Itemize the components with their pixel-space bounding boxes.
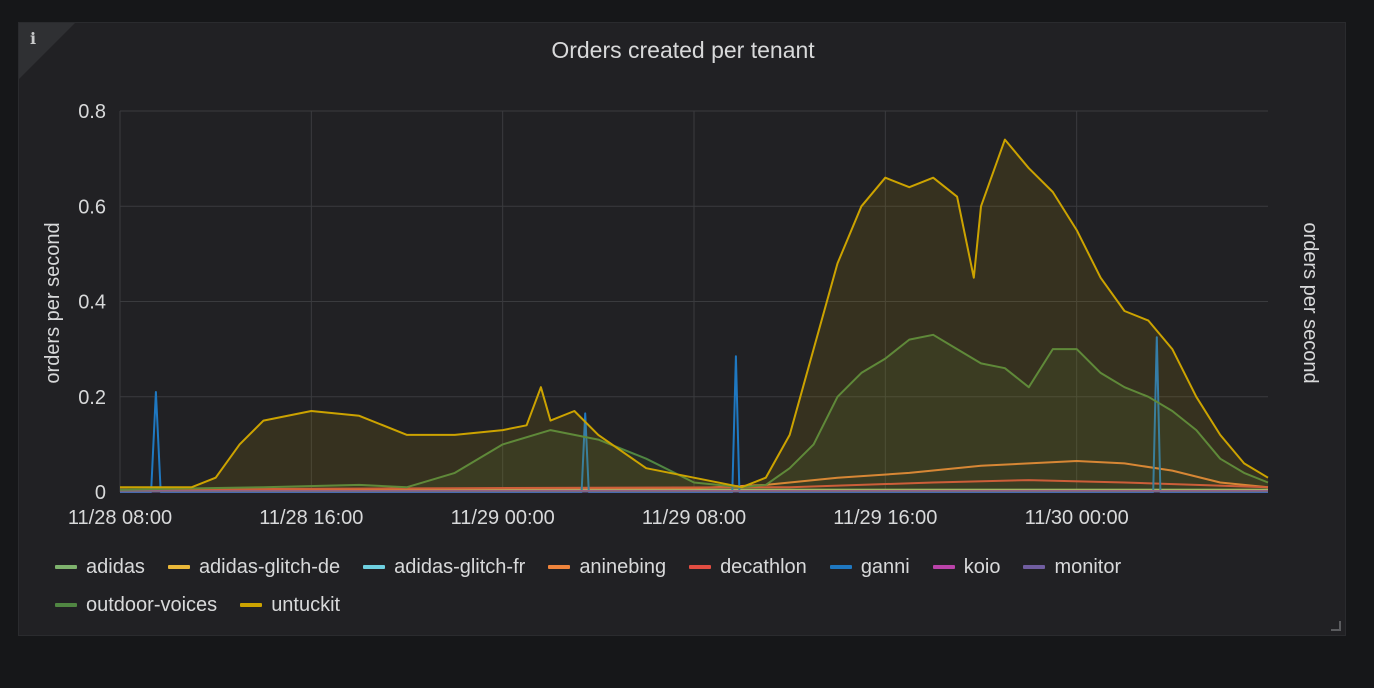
y-tick-label: 0.4 [78,292,106,314]
y-axis-label: orders per second [42,222,64,383]
legend-item-adidas-glitch-fr[interactable]: adidas-glitch-fr [363,553,525,581]
legend-label: adidas-glitch-de [198,555,341,578]
legend-label: monitor [1054,555,1122,578]
info-icon[interactable]: i [30,29,37,48]
series-line-untuckit[interactable] [120,138,1269,489]
y-axis-label-right: orders per second [1299,222,1321,383]
x-tick-label: 11/28 08:00 [68,507,172,529]
legend-swatch [548,565,571,569]
legend-label: untuckit [271,593,341,616]
chart-grid [119,110,1268,493]
legend-swatch [689,565,712,569]
legend-label: adidas [86,555,145,578]
legend-swatch [932,565,955,569]
legend-item-ganni[interactable]: ganni [829,553,910,581]
panel-title[interactable]: Orders created per tenant [551,37,815,63]
y-tick-label: 0.6 [78,196,106,218]
legend-item-adidas[interactable]: adidas [55,553,145,581]
x-tick-label: 11/29 00:00 [451,507,555,529]
chart-series [119,138,1269,493]
y-tick-label: 0.2 [78,387,106,409]
legend-item-adidas-glitch-de[interactable]: adidas-glitch-de [167,553,341,581]
legend-swatch [829,565,852,569]
legend-swatch [167,565,190,569]
series-line-outdoor-voices[interactable] [119,333,1269,491]
y-tick-label: 0 [95,482,106,504]
resize-handle-icon[interactable] [1331,621,1341,631]
legend-label: outdoor-voices [86,593,218,616]
chart-legend: adidas adidas-glitch-de adidas-glitch-fr an… [55,553,1255,619]
x-tick-label: 11/29 08:00 [642,507,746,529]
series-area-outdoor-voices [120,334,1268,492]
x-tick-label: 11/28 16:00 [259,507,363,529]
legend-label: ganni [860,555,910,578]
legend-label: adidas-glitch-fr [394,555,526,578]
legend-swatch [1023,565,1046,569]
chart-panel: i Orders created per tenant 0 0.2 0.4 0.6 0.… [18,22,1346,636]
legend-item-decathlon[interactable]: decathlon [689,553,807,581]
x-tick-labels: 11/28 08:00 11/28 16:00 11/29 00:00 11/29 0… [68,507,1129,529]
legend-label: aninebing [579,555,667,578]
info-corner[interactable] [19,23,75,79]
legend-label: koio [963,555,1001,578]
series-line-decathlon[interactable] [119,479,1269,491]
y-tick-labels: 0 0.2 0.4 0.6 0.8 [78,101,106,504]
legend-label: decathlon [720,555,807,578]
legend-item-aninebing[interactable]: aninebing [548,553,666,581]
legend-item-koio[interactable]: koio [932,553,1001,581]
legend-item-outdoor-voices[interactable]: outdoor-voices [55,591,217,619]
series-area-untuckit [120,139,1268,492]
x-tick-label: 11/29 16:00 [833,507,937,529]
x-tick-label: 11/30 00:00 [1025,507,1129,529]
y-tick-label: 0.8 [78,101,106,123]
legend-swatch [240,603,263,607]
legend-swatch [363,565,386,569]
chart-svg: 00.20.40.60.8 11/28 08:00 11/28 16:00 11/2… [42,101,1321,529]
legend-item-monitor[interactable]: monitor [1023,553,1121,581]
legend-item-untuckit[interactable]: untuckit [240,591,340,619]
legend-swatch [55,603,77,607]
legend-swatch [55,565,77,569]
